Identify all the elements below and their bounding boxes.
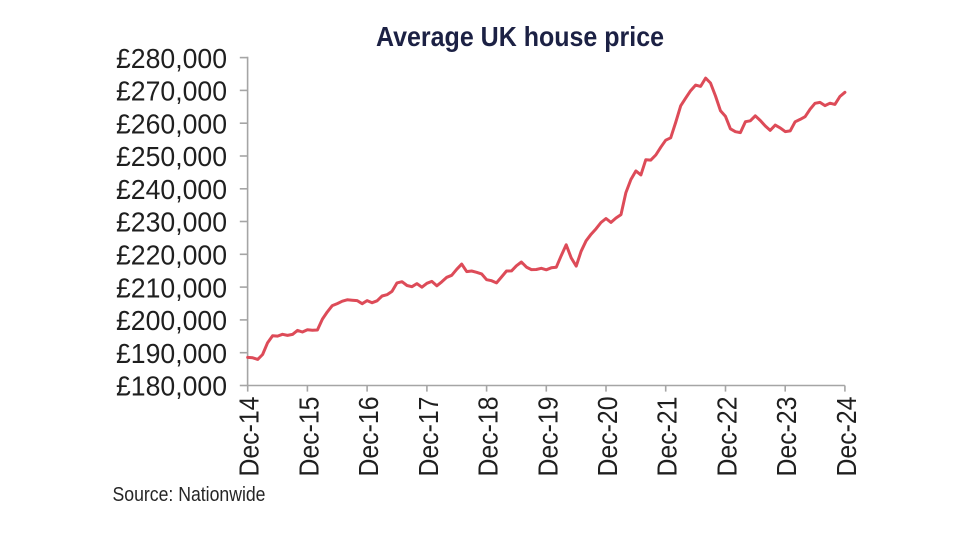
svg-text:Dec-24: Dec-24	[831, 397, 862, 477]
svg-text:Source: Nationwide: Source: Nationwide	[113, 483, 266, 506]
svg-text:£260,000: £260,000	[116, 108, 227, 139]
svg-text:£250,000: £250,000	[116, 141, 227, 172]
svg-text:£270,000: £270,000	[116, 76, 227, 107]
svg-text:£210,000: £210,000	[116, 272, 227, 303]
svg-text:Dec-23: Dec-23	[771, 397, 802, 477]
svg-text:£240,000: £240,000	[116, 174, 227, 205]
svg-text:£200,000: £200,000	[116, 305, 227, 336]
svg-text:Average UK house price: Average UK house price	[376, 21, 664, 52]
svg-text:Dec-20: Dec-20	[592, 397, 623, 477]
svg-text:£180,000: £180,000	[116, 371, 227, 402]
svg-text:Dec-22: Dec-22	[712, 397, 743, 477]
svg-text:£230,000: £230,000	[116, 207, 227, 238]
svg-text:£220,000: £220,000	[116, 240, 227, 271]
svg-text:£190,000: £190,000	[116, 338, 227, 369]
svg-text:Dec-19: Dec-19	[532, 397, 563, 477]
svg-text:Dec-16: Dec-16	[353, 397, 384, 477]
svg-text:£280,000: £280,000	[116, 43, 227, 74]
svg-text:Dec-21: Dec-21	[652, 397, 683, 477]
svg-text:Dec-14: Dec-14	[234, 397, 265, 477]
svg-text:Dec-15: Dec-15	[293, 397, 324, 477]
svg-text:Dec-17: Dec-17	[413, 397, 444, 477]
svg-text:Dec-18: Dec-18	[473, 396, 504, 476]
